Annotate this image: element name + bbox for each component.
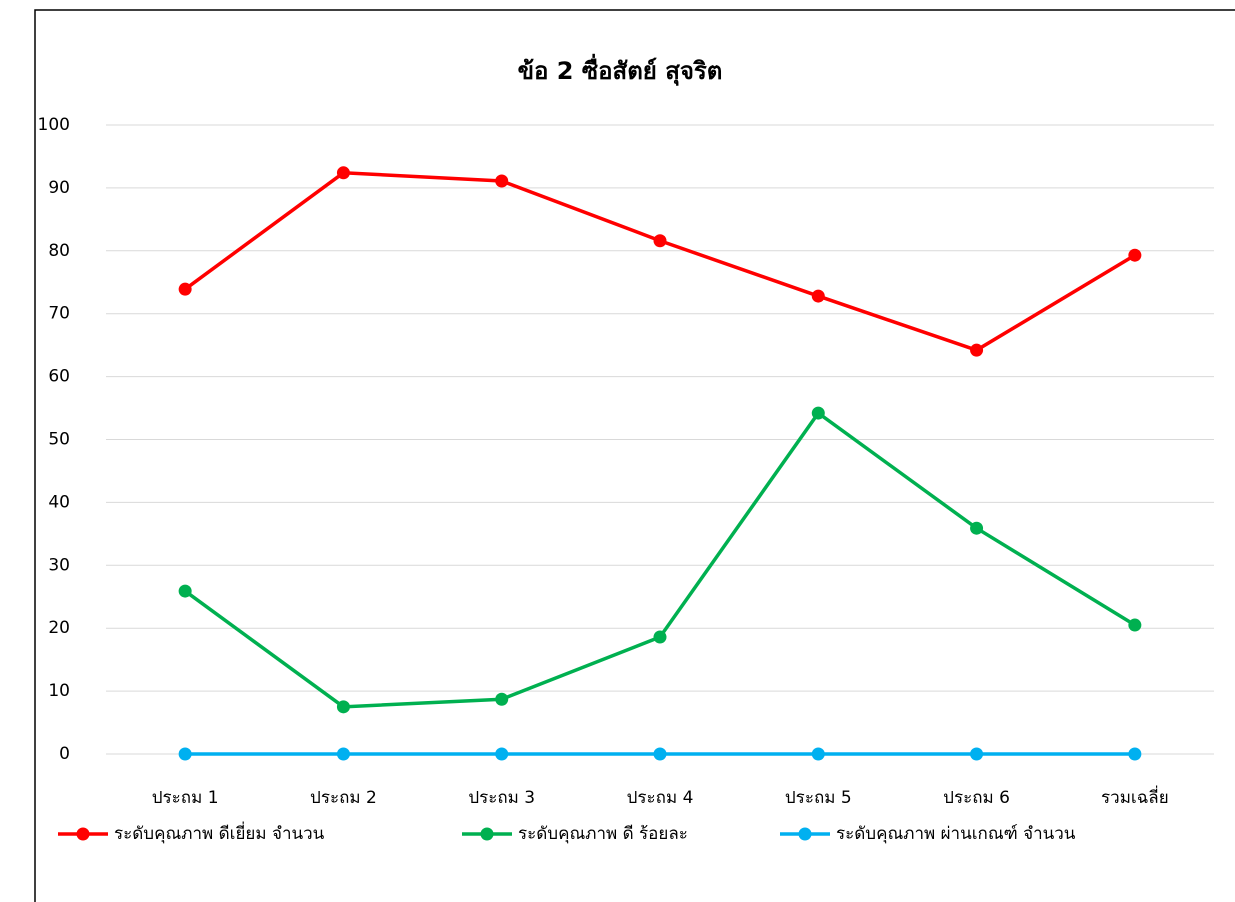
x-tick-label: ประถม 6	[943, 788, 1010, 808]
y-tick-label: 0	[59, 744, 70, 764]
point	[970, 521, 984, 535]
y-tick-label: 10	[48, 681, 70, 701]
chart-border	[34, 9, 1235, 902]
point	[336, 747, 350, 761]
point	[970, 343, 984, 357]
point	[970, 747, 984, 761]
point	[1128, 248, 1142, 262]
x-tick-label: รวมเฉลี่ย	[1101, 785, 1169, 808]
point	[178, 282, 192, 296]
chart-title: ข้อ 2 ซื่อสัตย์ สุจริต	[518, 53, 723, 87]
y-tick-label: 50	[48, 430, 70, 450]
x-tick-label: ประถม 2	[310, 788, 377, 808]
point	[811, 747, 825, 761]
point	[1128, 618, 1142, 632]
x-tick-label: ประถม 5	[785, 788, 852, 808]
y-tick-label: 90	[48, 178, 70, 198]
legend-marker	[76, 827, 90, 841]
point	[495, 692, 509, 706]
x-tick-label: ประถม 1	[152, 788, 219, 808]
legend-marker	[798, 827, 812, 841]
point	[653, 747, 667, 761]
point	[336, 700, 350, 714]
y-tick-label: 80	[48, 241, 70, 261]
legend-label: ระดับคุณภาพ ผ่านเกณฑ์ จำนวน	[836, 824, 1076, 844]
y-tick-label: 30	[48, 555, 70, 575]
point	[811, 406, 825, 420]
y-tick-label: 100	[38, 115, 70, 135]
legend-marker	[480, 827, 494, 841]
y-tick-label: 40	[48, 492, 70, 512]
x-tick-label: ประถม 3	[468, 788, 535, 808]
legend-label: ระดับคุณภาพ ดี ร้อยละ	[518, 824, 688, 844]
point	[178, 747, 192, 761]
y-tick-label: 20	[48, 618, 70, 638]
y-tick-label: 70	[48, 304, 70, 324]
point	[495, 174, 509, 188]
point	[653, 234, 667, 248]
legend-label: ระดับคุณภาพ ดีเยี่ยม จำนวน	[114, 821, 325, 844]
point	[336, 166, 350, 180]
point	[495, 747, 509, 761]
y-tick-label: 60	[48, 367, 70, 387]
point	[811, 289, 825, 303]
point	[1128, 747, 1142, 761]
point	[653, 630, 667, 644]
x-tick-label: ประถม 4	[627, 788, 694, 808]
point	[178, 584, 192, 598]
